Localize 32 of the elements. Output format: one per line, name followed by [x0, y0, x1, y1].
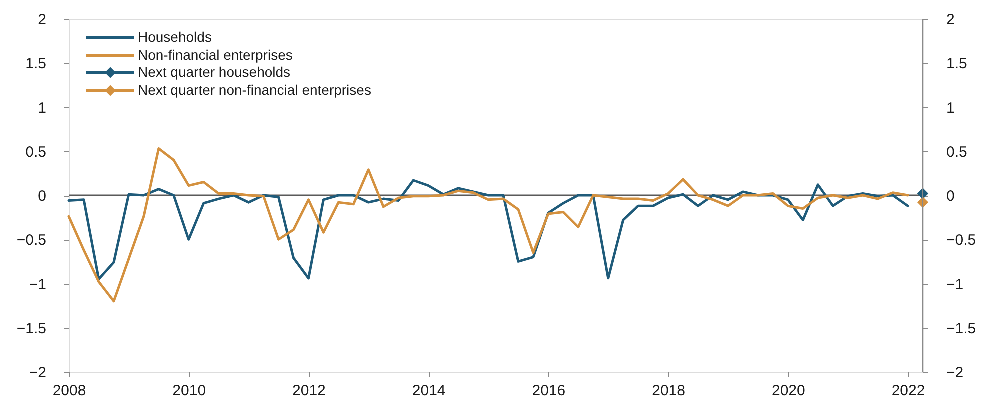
- y2-tick-label: 2: [946, 12, 955, 28]
- y2-tick-label: 1: [946, 100, 955, 117]
- y2-tick-label: 0.5: [946, 144, 968, 161]
- line-series: [68, 147, 910, 303]
- x-tick-label: 2012: [292, 382, 326, 400]
- legend-label: Households: [138, 28, 212, 45]
- y2-tick-label: −1: [946, 276, 964, 294]
- y2-tick-label: −2: [946, 364, 964, 382]
- line-series: [68, 179, 910, 281]
- x-tick-label: 2010: [172, 382, 206, 400]
- y-tick-label: −2: [29, 364, 46, 382]
- y-tick-label: 1.5: [26, 56, 46, 73]
- x-tick-label: 2014: [412, 382, 446, 400]
- legend-label: Next quarter non-financial enterprises: [138, 82, 372, 98]
- legend-label: Non-financial enterprises: [138, 46, 293, 63]
- x-tick-label: 2016: [532, 382, 566, 400]
- y-tick-label: −0.5: [16, 232, 46, 250]
- x-tick-label: 2018: [652, 382, 686, 400]
- y-tick-label: −1.5: [16, 320, 46, 338]
- y2-tick-label: 0: [946, 188, 955, 205]
- y-tick-label: 1: [38, 100, 46, 117]
- y2-tick-label: 1.5: [946, 56, 968, 73]
- legend-label: Next quarter households: [138, 64, 291, 80]
- x-tick-label: 2020: [772, 382, 806, 400]
- y-tick-label: 0: [38, 188, 46, 205]
- x-tick-label: 2022: [892, 382, 926, 400]
- y2-tick-label: −1.5: [946, 320, 976, 338]
- y-tick-label: 2: [38, 12, 46, 28]
- y-tick-label: 0.5: [26, 144, 46, 161]
- y2-tick-label: −0.5: [946, 232, 976, 250]
- x-tick-label: 2008: [52, 382, 86, 400]
- y-tick-label: −1: [29, 276, 46, 294]
